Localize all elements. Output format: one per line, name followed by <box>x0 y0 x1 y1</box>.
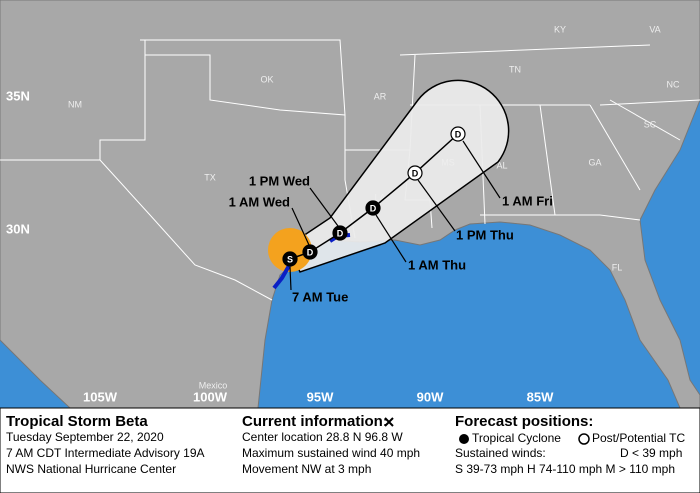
coastal-warning <box>272 263 292 290</box>
track-marker <box>365 200 381 216</box>
leader-line <box>417 179 456 232</box>
state-label: TX <box>204 172 216 182</box>
legend-forecast-title: Forecast positions: <box>455 413 593 430</box>
track-marker-letter: D <box>370 203 377 213</box>
border <box>140 39 346 116</box>
legend-winds-title: Sustained winds: <box>455 446 546 460</box>
forecast-time-label: 1 AM Thu <box>408 257 466 272</box>
leader-line <box>462 140 501 199</box>
state-label: SC <box>644 119 657 129</box>
latitude-label: 35N <box>6 88 30 103</box>
legend-depression: D < 39 mph <box>620 446 682 460</box>
legend-movement: Movement NW at 3 mph <box>242 462 371 476</box>
state-label: Mexico <box>199 380 228 390</box>
state-label: GA <box>588 157 601 167</box>
border <box>145 54 356 239</box>
longitude-label: 95W <box>307 389 334 404</box>
border <box>599 99 700 106</box>
state-label: OK <box>260 74 273 84</box>
longitude-label: 105W <box>83 389 118 404</box>
state-label: AL <box>496 160 507 170</box>
state-label: LA <box>374 192 385 202</box>
track-marker-letter: D <box>455 129 462 139</box>
track-marker <box>407 165 423 181</box>
legend-location: Center location 28.8 N 96.8 W <box>242 430 403 444</box>
border <box>99 159 273 301</box>
track-marker-letter: D <box>337 228 344 238</box>
track-marker-letter: D <box>307 247 314 257</box>
legend-advisory: 7 AM CDT Intermediate Advisory 19A <box>6 446 205 460</box>
forecast-time-label: 1 PM Wed <box>249 173 310 188</box>
border <box>539 104 556 216</box>
leader-line <box>289 266 292 291</box>
leader-line <box>291 207 310 246</box>
longitude-label: 90W <box>417 389 444 404</box>
state-label: KY <box>554 24 566 34</box>
legend-title: Tropical Storm Beta <box>6 413 148 430</box>
track-marker-letter: S <box>287 254 293 264</box>
track-marker <box>332 225 348 241</box>
forecast-time-label: 1 AM Wed <box>229 194 290 209</box>
tropical-storm-wind-area <box>268 228 312 272</box>
state-label: AR <box>374 91 387 101</box>
track-marker <box>450 126 466 142</box>
leader-line <box>309 187 339 227</box>
forecast-time-label: 1 AM Fri <box>502 193 553 208</box>
state-label: TN <box>509 64 521 74</box>
latitude-label: 30N <box>6 221 30 236</box>
state-label: NC <box>667 79 680 89</box>
leader-line <box>375 214 407 263</box>
state-label: MS <box>441 157 455 167</box>
legend-categories: S 39-73 mph H 74-110 mph M > 110 mph <box>455 462 675 476</box>
legend-source: NWS National Hurricane Center <box>6 462 176 476</box>
legend-post: Post/Potential TC <box>592 431 685 445</box>
border <box>480 214 641 221</box>
track-marker-letter: D <box>412 168 419 178</box>
forecast-time-label: 7 AM Tue <box>292 289 348 304</box>
border <box>589 104 641 191</box>
longitude-label: 85W <box>527 389 554 404</box>
longitude-label: 100W <box>193 389 228 404</box>
legend-box <box>0 407 700 493</box>
track-marker <box>282 251 298 267</box>
border <box>399 44 651 56</box>
legend-current-title: Current information: <box>242 413 388 430</box>
border <box>0 40 146 161</box>
border <box>609 99 681 141</box>
state-label: NM <box>68 99 82 109</box>
legend-tropical: Tropical Cyclone <box>472 431 561 445</box>
legend-wind: Maximum sustained wind 40 mph <box>242 446 420 460</box>
track-marker <box>302 244 318 260</box>
tropical-icon <box>459 434 469 444</box>
state-label: VA <box>649 24 660 34</box>
legend: Tropical Storm Beta Tuesday September 22… <box>6 413 685 476</box>
forecast-time-label: 1 PM Thu <box>456 227 514 242</box>
legend-date: Tuesday September 22, 2020 <box>6 430 164 444</box>
state-label: FL <box>612 262 623 272</box>
current-position-icon <box>384 417 394 427</box>
post-icon <box>578 433 590 445</box>
